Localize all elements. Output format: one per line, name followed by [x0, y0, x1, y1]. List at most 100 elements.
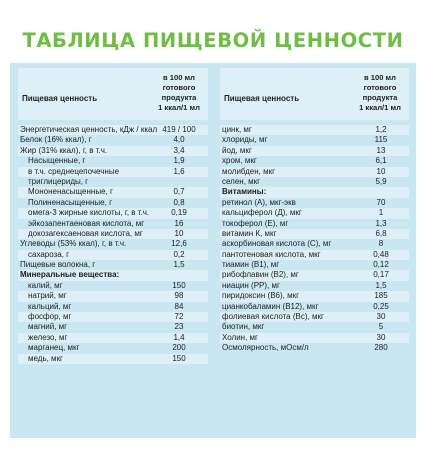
table-row: ниацин (РР), мг 1,5 — [220, 281, 409, 291]
nutrient-value: 84 — [174, 301, 184, 311]
header-name: Пищевая ценность — [22, 94, 98, 103]
nutrient-name: биотин, мкг — [222, 322, 265, 332]
nutrient-value: 0,12 — [373, 260, 389, 270]
table-row: цинк, мг 1,2 — [220, 125, 409, 136]
table-row: магний, мг 23 — [18, 322, 208, 332]
nutrient-value: 150 — [172, 280, 186, 290]
nutrient-name: в т.ч. среднецепочечные — [28, 166, 120, 176]
nutrient-name: Насыщенные, г — [28, 156, 86, 166]
nutrient-value: 1,5 — [173, 260, 185, 270]
table-header: Пищевая ценность в 100 мл готового проду… — [220, 68, 409, 120]
nutrient-name: ниацин (РР), мг — [222, 280, 280, 290]
nutrient-name: хром, мкг — [222, 156, 257, 166]
table-row: Мононенасыщенные, г 0,7 — [18, 187, 208, 198]
table-header: Пищевая ценность в 100 мл готового проду… — [18, 68, 208, 120]
table-row: аскорбиновая кислота (С), мг 8 — [220, 239, 409, 249]
nutrient-name: Минеральные вещества: — [20, 270, 120, 280]
header-value-line: готового — [363, 83, 397, 92]
header-value: в 100 мл готового продукта 1 ккал/1 мл — [152, 73, 206, 113]
nutrient-name: фолиевая кислота (Вс), мкг — [222, 312, 324, 322]
nutrient-name: Витамины: — [222, 187, 267, 197]
table-row: Энергетическая ценность, кДж / ккал 419 /… — [18, 125, 208, 136]
nutrient-name: молибден, мкг — [222, 166, 276, 176]
nutrient-value: 4,0 — [173, 135, 185, 145]
table-row: биотин, мкг 5 — [220, 322, 409, 332]
table-row: Полиненасыщенные, г 0,8 — [18, 198, 208, 208]
nutrient-value: 98 — [174, 291, 184, 301]
right-column: Пищевая ценность в 100 мл готового проду… — [220, 63, 409, 438]
nutrient-name: магний, мг — [28, 322, 68, 332]
nutrient-name: Мононенасыщенные, г — [28, 187, 113, 197]
nutrient-value: 1 — [378, 208, 384, 218]
nutrient-value: 1,5 — [375, 280, 387, 290]
nutrient-value: 5 — [378, 322, 384, 332]
nutrient-name: эйкозапентаеновая кислота, мг — [28, 218, 145, 228]
table-row: пантотеновая кислота, мкг 0,48 — [220, 249, 409, 261]
nutrient-name: Энергетическая ценность, кДж / ккал — [20, 125, 158, 134]
nutrient-name: аскорбиновая кислота (С), мг — [222, 239, 332, 249]
nutrient-value: 280 — [374, 343, 388, 353]
nutrient-value: 1,3 — [375, 218, 387, 228]
nutrient-name: марганец, мкг — [28, 343, 80, 353]
nutrient-name: Осмолярность, мОсм/л — [222, 343, 309, 353]
table-row: токоферол (Е), мг 1,3 — [220, 219, 409, 229]
nutrient-name: докозагексаеновая кислота, мг — [28, 228, 143, 238]
table-row: Холин, мг 30 — [220, 332, 409, 344]
nutrient-value: 5,9 — [375, 176, 387, 186]
nutrient-name: Пищевые волокна, г — [20, 260, 96, 270]
nutrient-value: 200 — [172, 343, 186, 353]
table-row: Жир (31% ккал), г, в т.ч. 3,4 — [18, 145, 208, 157]
nutrient-value: 0,7 — [173, 187, 185, 197]
nutrient-name: Белок (16% ккал), г — [20, 135, 92, 145]
table-row: кальций, мг 84 — [18, 302, 208, 312]
table-row: Белок (16% ккал), г 4,0 — [18, 135, 208, 145]
nutrient-value: 8 — [378, 239, 384, 249]
table-row: натрий, мг 98 — [18, 291, 208, 302]
header-value-line: 1 ккал/1 мл — [158, 103, 200, 112]
nutrient-name: пантотеновая кислота, мкг — [222, 249, 321, 259]
nutrient-name: токоферол (Е), мг — [222, 218, 289, 228]
left-column: Пищевая ценность в 100 мл готового проду… — [18, 63, 208, 438]
table-row: молибден, мкг 10 — [220, 166, 409, 177]
nutrient-name: Жир (31% ккал), г, в т.ч. — [20, 145, 108, 155]
table-row: Осмолярность, мОсм/л 280 — [220, 343, 409, 353]
nutrient-value: 16 — [174, 218, 184, 228]
nutrient-name: триглицериды, г — [28, 176, 89, 186]
nutrient-name: пиридоксин (В6), мкг — [222, 291, 300, 301]
table-row: Насыщенные, г 1,9 — [18, 156, 208, 166]
nutrient-value: 0,2 — [173, 249, 185, 259]
nutrient-name: Углеводы (53% ккал), г, в т.ч. — [20, 239, 127, 249]
table-row: пиридоксин (В6), мкг 185 — [220, 291, 409, 302]
right-rows: цинк, мг 1,2 хлориды, мг 115 йод, мкг 13 хром,… — [220, 125, 409, 354]
nutrient-name: хлориды, мг — [222, 135, 268, 145]
left-rows: Энергетическая ценность, кДж / ккал 419 /… — [18, 125, 208, 364]
nutrient-value: 3,4 — [173, 145, 185, 155]
page-title: ТАБЛИЦА ПИЩЕВОЙ ЦЕННОСТИ — [22, 29, 404, 52]
nutrient-value: 0,48 — [373, 249, 389, 259]
header-value-line: 1 ккал/1 мл — [359, 103, 401, 112]
nutrient-name: йод, мкг — [222, 145, 252, 155]
nutrient-name: рибофлавин (В2), мг — [222, 270, 299, 280]
table-row: витамин К, мкг 6,8 — [220, 228, 409, 240]
table-row: тиамин (В1), мг 0,12 — [220, 260, 409, 270]
table-row: селен, мкг 5,9 — [220, 177, 409, 187]
nutrient-value: 70 — [376, 197, 386, 207]
nutrient-name: кальций, мг — [28, 301, 72, 311]
nutrient-name: кальциферол (Д), мкг — [222, 208, 302, 218]
nutrient-name: селен, мкг — [222, 176, 261, 186]
nutrient-name: фосфор, мг — [28, 312, 72, 322]
nutrient-value: 6,1 — [375, 156, 387, 166]
table-row: калий, мг 150 — [18, 281, 208, 291]
nutrient-name: тиамин (В1), мг — [222, 260, 280, 270]
nutrient-value: 0,17 — [373, 270, 389, 280]
table-row: железо, мг 1,4 — [18, 332, 208, 344]
nutrient-value: 0,8 — [173, 197, 185, 207]
nutrient-value: 13 — [376, 145, 386, 155]
nutrient-value: 6,8 — [375, 228, 387, 238]
nutrient-name: цианкобаламин (В12), мкг — [222, 301, 319, 311]
table-row: докозагексаеновая кислота, мг 10 — [18, 228, 208, 240]
nutrient-name: Полиненасыщенные, г — [28, 197, 112, 207]
nutrient-name: омега-3 жирные кислоты, г, в т.ч. — [28, 208, 150, 218]
table-row: фосфор, мг 72 — [18, 312, 208, 323]
header-name: Пищевая ценность — [224, 94, 300, 103]
